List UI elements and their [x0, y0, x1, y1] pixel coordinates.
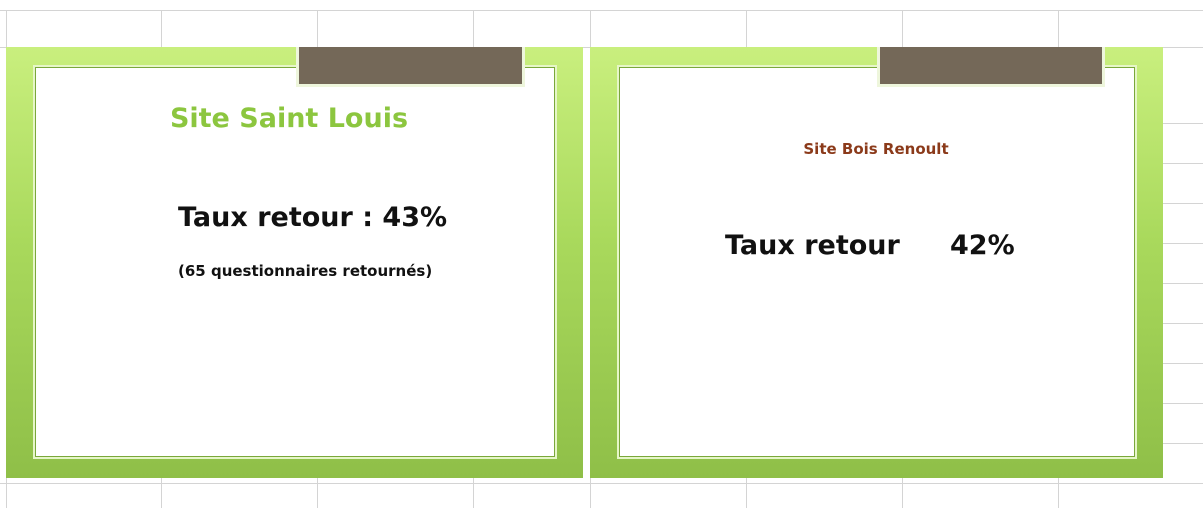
slide-tab: [296, 47, 525, 87]
slide-title: Site Bois Renoult: [803, 140, 949, 158]
slide-content: [619, 67, 1135, 457]
rate-text: Taux retour : 43%: [178, 202, 448, 233]
rate-value: 42%: [950, 230, 1015, 261]
slide-tab: [877, 47, 1105, 87]
slide: Site Bois Renoult Taux retour 42%: [590, 47, 1163, 478]
slide-title: Site Saint Louis: [169, 103, 409, 134]
slide-content: [35, 67, 555, 457]
rate-label: Taux retour: [725, 230, 900, 261]
slide: Site Saint Louis Taux retour : 43% (65 q…: [6, 47, 583, 478]
note-text: (65 questionnaires retournés): [178, 262, 433, 280]
